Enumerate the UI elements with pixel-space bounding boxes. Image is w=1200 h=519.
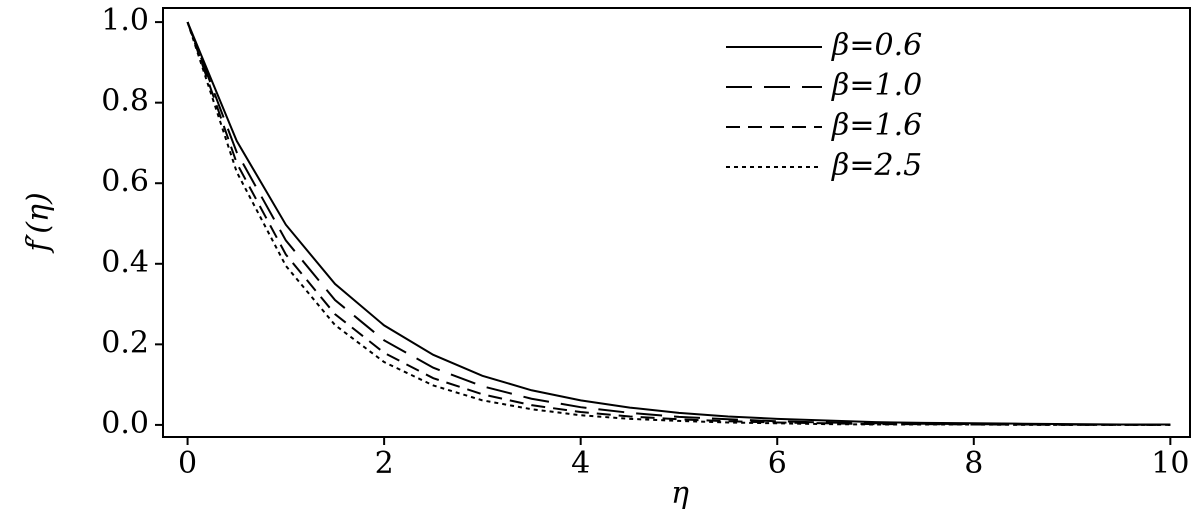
y-tick-label: 0.8 bbox=[101, 84, 149, 119]
legend-label: β=1.6 bbox=[831, 108, 922, 143]
y-tick-label: 1.0 bbox=[101, 3, 149, 38]
y-tick-label: 0.6 bbox=[101, 164, 149, 199]
line-series bbox=[186, 21, 1171, 426]
legend-label: β=0.6 bbox=[831, 28, 922, 63]
y-tick-label: 0.2 bbox=[101, 325, 149, 360]
legend-label: β=1.0 bbox=[831, 68, 922, 103]
x-axis-label: η bbox=[671, 476, 689, 511]
y-axis-label: f′(η) bbox=[21, 192, 56, 253]
x-tick-label: 2 bbox=[375, 446, 394, 481]
x-tick-label: 8 bbox=[964, 446, 983, 481]
x-tick-label: 10 bbox=[1151, 446, 1189, 481]
y-tick-label: 0.0 bbox=[101, 406, 149, 441]
plot-frame bbox=[162, 7, 1191, 438]
x-tick-label: 4 bbox=[571, 446, 590, 481]
line-series bbox=[186, 21, 1171, 426]
x-tick-label: 0 bbox=[178, 446, 197, 481]
x-tick-label: 6 bbox=[768, 446, 787, 481]
legend-label: β=2.5 bbox=[831, 148, 922, 183]
line-series bbox=[186, 21, 1171, 426]
line-series bbox=[186, 21, 1171, 426]
y-tick-label: 0.4 bbox=[101, 245, 149, 280]
